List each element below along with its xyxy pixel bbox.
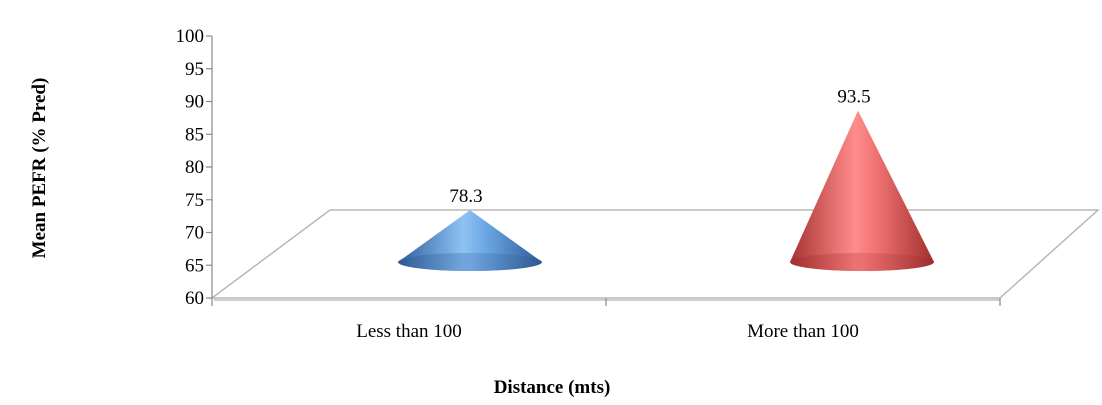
data-label: 78.3 bbox=[449, 186, 482, 207]
y-tick-label: 100 bbox=[176, 26, 205, 47]
cone-base bbox=[790, 253, 934, 271]
y-tick-label: 85 bbox=[185, 124, 204, 145]
cone-1 bbox=[790, 110, 934, 271]
cone-body bbox=[790, 110, 934, 271]
y-axis-title: Mean PEFR (% Pred) bbox=[29, 78, 50, 259]
data-label: 93.5 bbox=[837, 87, 870, 108]
category-label: Less than 100 bbox=[356, 321, 462, 342]
category-label: More than 100 bbox=[747, 321, 859, 342]
data-labels: 78.3 93.5 bbox=[449, 87, 870, 208]
y-axis-ticks: 60 65 70 75 80 85 90 95 100 bbox=[176, 26, 212, 309]
x-axis-title: Distance (mts) bbox=[494, 377, 611, 398]
chart-floor bbox=[209, 209, 1100, 299]
y-tick-label: 90 bbox=[185, 92, 204, 113]
x-axis-ticks bbox=[211, 298, 1001, 306]
y-tick-label: 65 bbox=[185, 255, 204, 276]
y-tick-label: 95 bbox=[185, 59, 204, 80]
y-tick-label: 75 bbox=[185, 190, 204, 211]
category-labels: Less than 100 More than 100 bbox=[356, 321, 859, 342]
cone-0 bbox=[398, 210, 542, 271]
y-tick-label: 70 bbox=[185, 223, 204, 244]
y-tick-label: 80 bbox=[185, 157, 204, 178]
y-tick-label: 60 bbox=[185, 288, 204, 309]
cone-base bbox=[398, 253, 542, 271]
cones bbox=[398, 110, 934, 271]
